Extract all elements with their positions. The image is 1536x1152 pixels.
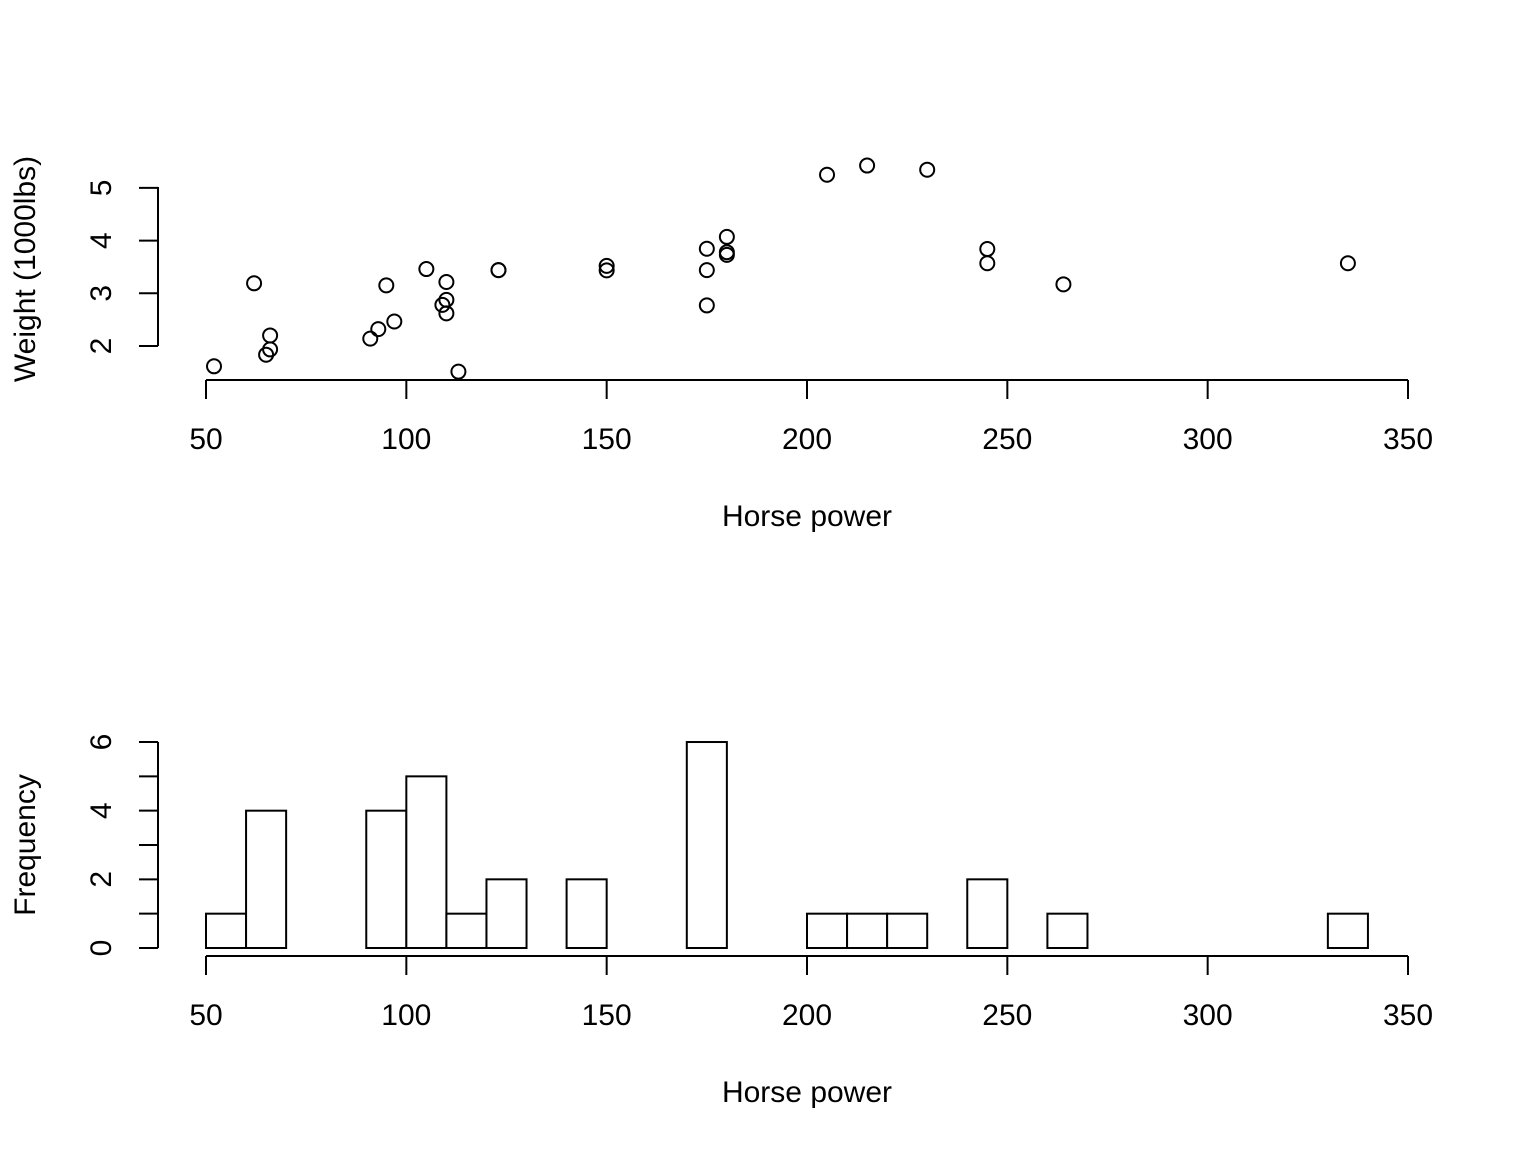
histogram-bar [685,741,728,950]
scatter-point [718,228,735,245]
scatter-point [979,255,996,272]
histogram-bar [365,809,408,949]
hist-y-axis-title: Frequency [9,774,42,916]
scatter-x-tick-label: 50 [189,423,222,456]
scatter-point [438,305,455,322]
hist-x-tick-label: 350 [1383,999,1433,1032]
histogram-bars [205,741,1369,950]
scatter-x-tick-label: 350 [1383,423,1433,456]
scatter-point [386,313,403,330]
scatter-point [1055,276,1072,293]
scatter-point [598,262,615,279]
scatter-point [438,273,455,290]
scatter-point [418,261,435,278]
histogram-bar [846,912,889,949]
hist-x-tick-label: 50 [189,999,222,1032]
scatter-x-tick-label: 300 [1183,423,1233,456]
histogram-bar [485,878,528,950]
scatter-point [434,296,451,313]
scatter-point [919,161,936,178]
scatter-x-tick-label: 100 [381,423,431,456]
scatter-point [262,327,279,344]
hist-x-tick-label: 300 [1183,999,1233,1032]
hist-y-ticks: 0 2 4 6 [85,734,158,957]
scatter-x-ticks: 50 100 150 200 250 300 350 [189,380,1433,456]
scatter-x-tick-label: 250 [982,423,1032,456]
hist-y-tick-label: 2 [85,871,118,888]
scatter-y-axis-title: Weight (1000lbs) [9,156,42,382]
scatter-point [718,244,735,261]
scatter-point [859,157,876,174]
scatter-point [378,277,395,294]
histogram-bar [205,912,248,949]
histogram-panel: 50 100 150 200 250 300 350 0 2 4 6 Horse power Fr… [9,734,1433,1109]
scatter-point [979,241,996,258]
scatter-point [1339,255,1356,272]
histogram-bar [886,912,929,949]
scatter-plot-panel: 50 100 150 200 250 300 350 2 3 4 5 Horse power We… [9,156,1433,533]
hist-x-ticks: 50 100 150 200 250 300 350 [189,956,1433,1032]
histogram-bar [445,912,488,949]
scatter-point [698,240,715,257]
hist-x-tick-label: 200 [782,999,832,1032]
scatter-point [362,330,379,347]
scatter-point [598,257,615,274]
scatter-point [246,275,263,292]
scatter-point [819,166,836,183]
scatter-y-tick-label: 4 [85,232,118,249]
hist-y-tick-label: 0 [85,940,118,957]
histogram-bar [966,878,1009,950]
hist-x-tick-label: 250 [982,999,1032,1032]
scatter-point [206,358,223,375]
hist-x-tick-label: 150 [582,999,632,1032]
histogram-bar [245,809,288,949]
hist-x-tick-label: 100 [381,999,431,1032]
hist-x-axis-title: Horse power [722,1076,892,1109]
histogram-bar [1326,912,1369,949]
histogram-bar [1046,912,1089,949]
histogram-bar [405,775,448,949]
hist-y-tick-label: 6 [85,734,118,751]
scatter-y-tick-label: 5 [85,180,118,197]
scatter-point [698,297,715,314]
scatter-x-axis-title: Horse power [722,500,892,533]
scatter-y-tick-label: 2 [85,338,118,355]
scatter-y-tick-label: 3 [85,285,118,302]
hist-y-tick-label: 4 [85,802,118,819]
scatter-point [490,262,507,279]
scatter-point [698,262,715,279]
scatter-point [450,363,467,380]
scatter-x-tick-label: 200 [782,423,832,456]
scatter-point [438,291,455,308]
scatter-x-tick-label: 150 [582,423,632,456]
scatter-points [206,157,1356,380]
scatter-point [370,321,387,338]
scatter-y-ticks: 2 3 4 5 [85,180,158,355]
histogram-bar [565,878,608,950]
histogram-bar [806,912,849,949]
